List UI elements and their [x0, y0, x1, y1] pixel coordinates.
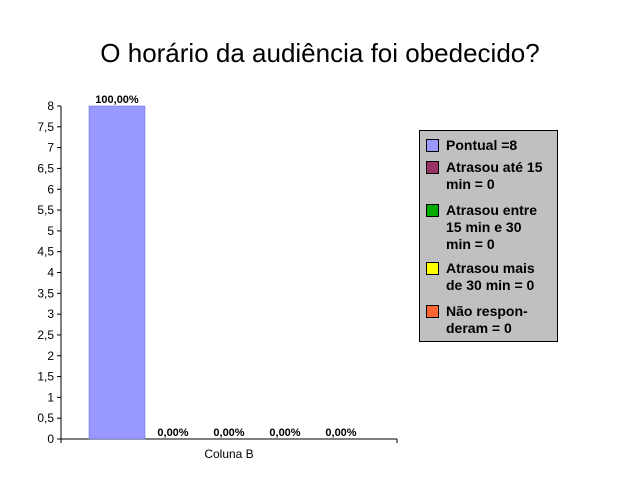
y-tick-label: 2	[47, 349, 54, 363]
legend-swatch	[426, 161, 439, 174]
data-label-2: 0,00%	[213, 427, 244, 439]
bar-series-0	[88, 105, 146, 440]
y-tick-label: 4,5	[37, 245, 54, 259]
y-tick-label: 0,5	[37, 411, 54, 425]
y-tick-label: 5	[47, 224, 54, 238]
data-label-0: 100,00%	[95, 94, 139, 106]
data-label-3: 0,00%	[269, 427, 300, 439]
y-tick-label: 6	[47, 182, 54, 196]
legend-swatch	[426, 204, 439, 217]
y-tick-label: 5,5	[37, 203, 54, 217]
data-label-1: 0,00%	[157, 427, 188, 439]
legend-label: Não respon- deram = 0	[446, 303, 528, 336]
legend-label: Atrasou mais de 30 min = 0	[446, 260, 535, 293]
y-tick-label: 2,5	[37, 328, 54, 342]
y-tick-label: 0	[47, 432, 54, 446]
data-label-4: 0,00%	[325, 427, 356, 439]
y-tick-label: 1,5	[37, 370, 54, 384]
legend-label: Atrasou entre 15 min e 30 min = 0	[446, 202, 538, 252]
x-category-label: Coluna B	[204, 447, 253, 461]
legend-label: Atrasou até 15 min = 0	[446, 159, 543, 192]
legend-swatch	[426, 305, 439, 318]
y-tick-label: 3,5	[37, 286, 54, 300]
y-tick-label: 4	[47, 266, 54, 280]
legend-label: Pontual =8	[446, 137, 518, 153]
chart-legend: Pontual =8 Atrasou até 15 min = 0 Atrasou …	[419, 130, 558, 342]
y-tick-label: 3	[47, 307, 54, 321]
y-tick-label: 7	[47, 141, 54, 155]
y-tick-label: 6,5	[37, 161, 54, 175]
legend-swatch	[426, 262, 439, 275]
legend-swatch	[426, 139, 439, 152]
y-tick-label: 1	[47, 390, 54, 404]
y-tick-label: 7,5	[37, 120, 54, 134]
y-tick-label: 8	[47, 99, 54, 113]
chart-title: O horário da audiência foi obedecido?	[100, 38, 540, 68]
